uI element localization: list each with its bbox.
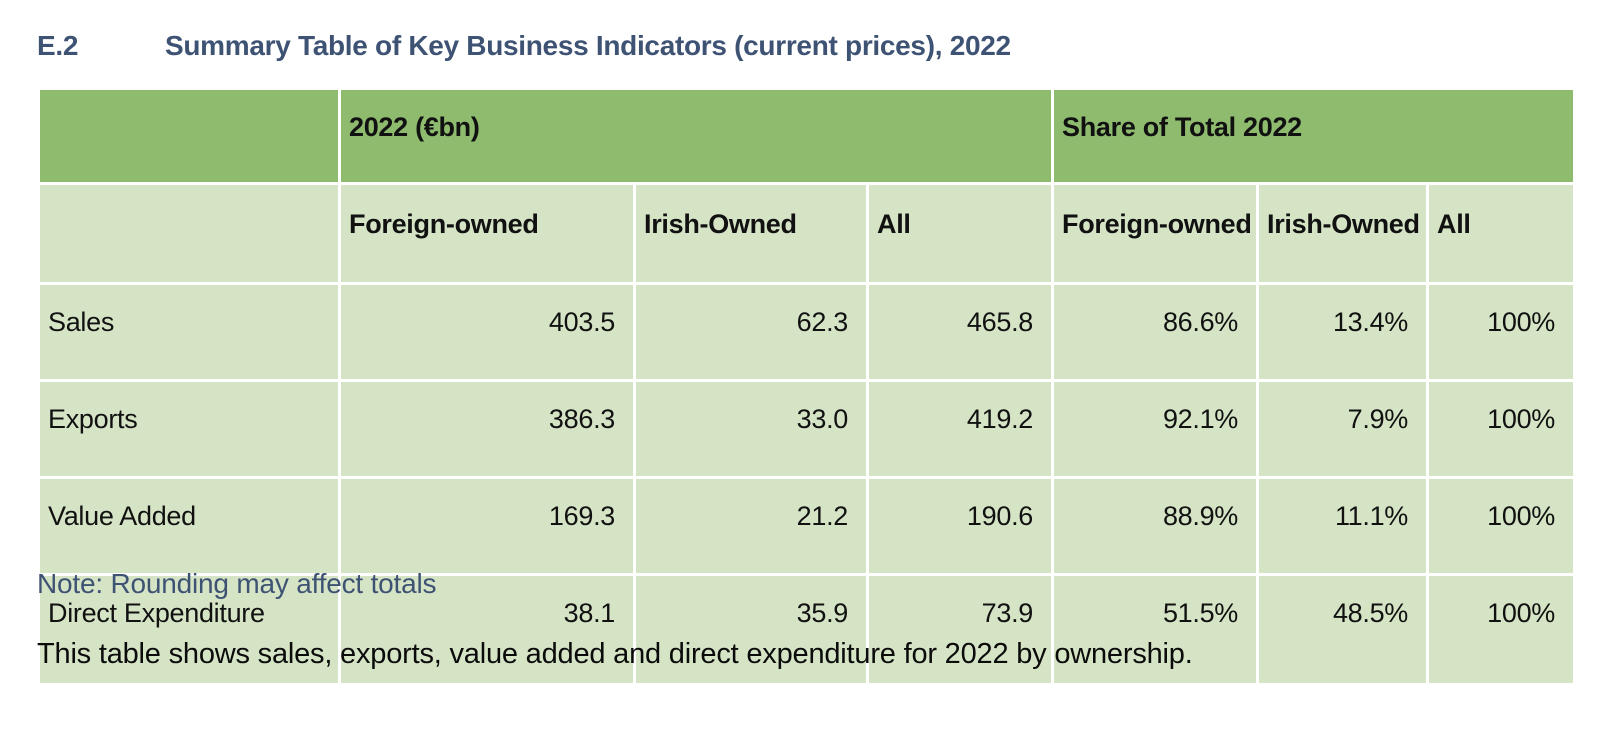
cell-value: 7.9% [1259,382,1426,476]
cell-value: 33.0 [636,382,866,476]
column-header-irish-owned-share: Irish-Owned [1259,185,1426,282]
corner-cell [40,90,338,182]
cell-value: 190.6 [869,479,1051,573]
cell-value: 169.3 [341,479,633,573]
cell-value: 386.3 [341,382,633,476]
group-header-share-of-total: Share of Total 2022 [1054,90,1574,182]
cell-value: 35.9 [636,576,866,683]
cell-value: 88.9% [1054,479,1256,573]
section-title: E.2 Summary Table of Key Business Indica… [37,30,1011,62]
column-header-all-share: All [1429,185,1574,282]
column-header-foreign-owned-bn: Foreign-owned [341,185,633,282]
table-note: Note: Rounding may affect totals [37,568,437,599]
cell-value: 11.1% [1259,479,1426,573]
group-header-row: 2022 (€bn) Share of Total 2022 [40,90,1574,182]
cell-value: 403.5 [341,285,633,379]
cell-value: 73.9 [869,576,1051,683]
cell-value: 13.4% [1259,285,1426,379]
cell-value: 100% [1429,382,1574,476]
table-row-value-added: Value Added 169.3 21.2 190.6 88.9% 11.1%… [40,479,1574,573]
cell-value: 38.1 [341,576,633,683]
cell-value: 419.2 [869,382,1051,476]
table-row-exports: Exports 386.3 33.0 419.2 92.1% 7.9% 100% [40,382,1574,476]
row-label: Value Added [40,479,338,573]
column-header-foreign-owned-share: Foreign-owned [1054,185,1256,282]
cell-value: 100% [1429,479,1574,573]
column-header-irish-owned-bn: Irish-Owned [636,185,866,282]
column-header-blank [40,185,338,282]
cell-value: 92.1% [1054,382,1256,476]
cell-value: 62.3 [636,285,866,379]
cell-value: 86.6% [1054,285,1256,379]
table-description: This table shows sales, exports, value a… [37,638,1193,670]
row-label: Exports [40,382,338,476]
cell-value: 51.5% [1054,576,1256,683]
table-row-sales: Sales 403.5 62.3 465.8 86.6% 13.4% 100% [40,285,1574,379]
table-row-direct-expenditure: Direct Expenditure 38.1 35.9 73.9 51.5% … [40,576,1574,683]
cell-value: 21.2 [636,479,866,573]
row-label: Direct Expenditure [40,576,338,683]
cell-value: 100% [1429,285,1574,379]
group-header-euro-bn: 2022 (€bn) [341,90,1051,182]
section-number: E.2 [37,30,79,61]
section-title-text: Summary Table of Key Business Indicators… [165,30,1011,61]
column-header-all-bn: All [869,185,1051,282]
cell-value: 465.8 [869,285,1051,379]
cell-value: 48.5% [1259,576,1426,683]
cell-value: 100% [1429,576,1574,683]
column-header-row: Foreign-owned Irish-Owned All Foreign-ow… [40,185,1574,282]
row-label: Sales [40,285,338,379]
key-business-indicators-table: 2022 (€bn) Share of Total 2022 Foreign-o… [37,87,1576,686]
